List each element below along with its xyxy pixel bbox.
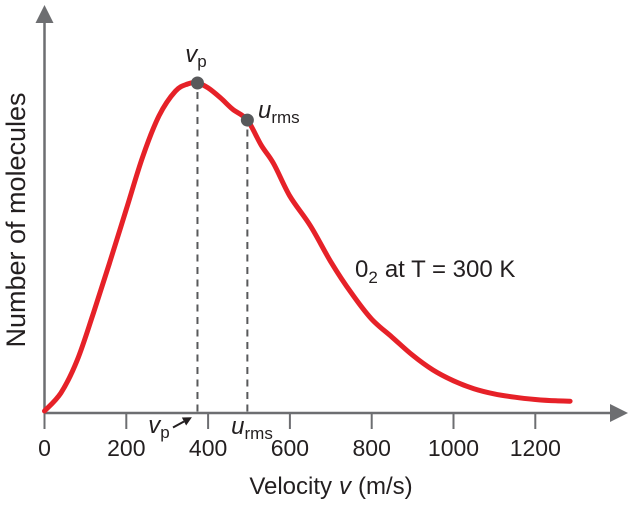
x-axis-label-word: Velocity	[249, 473, 332, 500]
x-tick-label-1000: 1000	[428, 435, 479, 461]
y-axis-label: Number of molecules	[1, 92, 31, 347]
distribution-curve	[42, 80, 573, 414]
vp-axis-label: vp	[148, 412, 169, 442]
urms-axis-label: urms	[231, 413, 273, 443]
distribution-curve-group	[42, 80, 573, 414]
condition-text: at T = 300 K	[385, 256, 516, 283]
vp-peak-label: vp	[185, 41, 206, 71]
x-axis-ticks: 0 200 400 600 800 1000 1200	[38, 413, 561, 461]
molecule-subscript: 2	[368, 268, 377, 287]
x-axis-label-symbol: v	[339, 473, 353, 500]
x-tick-label-200: 200	[107, 435, 145, 461]
condition-annotation: 02 at T = 300 K	[355, 256, 515, 287]
x-tick-label-0: 0	[38, 435, 51, 461]
urms-point-dot	[240, 113, 254, 127]
urms-point-label: urms	[258, 97, 300, 127]
molecule-symbol: 0	[355, 256, 368, 283]
vp-point-dot	[190, 76, 204, 90]
x-axis-label: Velocity v (m/s)	[249, 473, 412, 500]
vp-pointer-arrow-icon	[172, 417, 192, 429]
x-tick-label-400: 400	[189, 435, 227, 461]
x-tick-label-1200: 1200	[510, 435, 561, 461]
velocity-markers-group	[190, 76, 254, 412]
x-tick-label-600: 600	[271, 435, 309, 461]
x-axis-label-unit: (m/s)	[358, 473, 413, 500]
x-tick-label-800: 800	[353, 435, 391, 461]
